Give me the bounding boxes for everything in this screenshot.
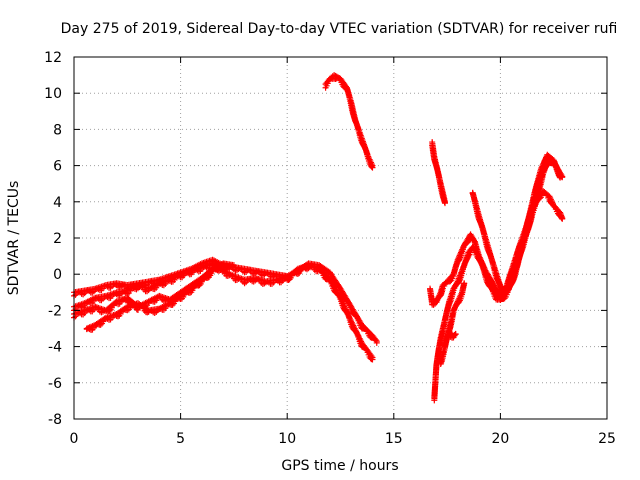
data-point-trace bbox=[230, 264, 237, 271]
data-point-trace bbox=[461, 280, 468, 287]
x-tick-label: 15 bbox=[385, 431, 403, 447]
series-arc-4 bbox=[83, 267, 216, 333]
series-arc-10 bbox=[437, 280, 468, 368]
series-arc-11 bbox=[446, 329, 459, 341]
y-tick-label: 12 bbox=[44, 50, 62, 66]
data-point-trace bbox=[97, 321, 104, 328]
x-tick-label: 20 bbox=[491, 431, 509, 447]
data-point-trace bbox=[196, 282, 203, 289]
data-point-trace bbox=[452, 331, 459, 338]
y-tick-label: 10 bbox=[44, 86, 62, 102]
series-arc-8 bbox=[469, 151, 564, 298]
y-tick-label: -6 bbox=[48, 376, 62, 392]
chart-title: Day 275 of 2019, Sidereal Day-to-day VTE… bbox=[61, 21, 618, 37]
series-arc-2 bbox=[71, 260, 376, 363]
x-tick-label: 10 bbox=[278, 431, 296, 447]
x-tick-label: 5 bbox=[176, 431, 185, 447]
data-point-trace bbox=[441, 200, 448, 207]
data-points bbox=[71, 72, 566, 404]
data-point-trace bbox=[368, 163, 375, 170]
y-tick-label: -2 bbox=[48, 303, 62, 319]
data-point-trace bbox=[559, 215, 566, 222]
y-tick-label: -8 bbox=[48, 412, 62, 428]
axis-ticks: 0 5 10 15 20 25 -8 -6 -4 -2 0 2 4 6 8 10 12 bbox=[44, 50, 616, 447]
y-tick-label: 0 bbox=[53, 267, 62, 283]
data-point-trace bbox=[169, 301, 176, 308]
x-tick-label: 0 bbox=[70, 431, 79, 447]
y-tick-label: -4 bbox=[48, 340, 62, 356]
data-point-trace bbox=[557, 174, 564, 181]
data-point-trace bbox=[465, 252, 472, 259]
y-tick-label: 8 bbox=[53, 122, 62, 138]
y-tick-label: 4 bbox=[53, 195, 62, 211]
x-tick-label: 25 bbox=[598, 431, 616, 447]
x-axis-label: GPS time / hours bbox=[281, 458, 398, 474]
y-tick-label: 2 bbox=[53, 231, 62, 247]
y-tick-label: 6 bbox=[53, 159, 62, 175]
data-point-trace bbox=[373, 339, 380, 346]
data-point-trace bbox=[209, 268, 216, 275]
series-arc-5 bbox=[322, 72, 376, 171]
data-point-trace bbox=[369, 164, 376, 171]
data-point-trace bbox=[369, 356, 376, 363]
y-axis-label: SDTVAR / TECUs bbox=[6, 181, 22, 296]
series-arc-9 bbox=[429, 139, 448, 207]
data-point-trace bbox=[106, 307, 113, 314]
